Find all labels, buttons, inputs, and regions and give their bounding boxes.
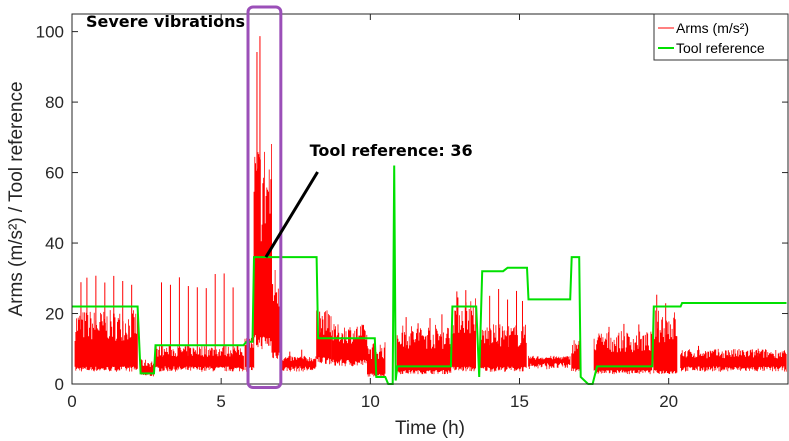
tool-reference-annotation: Tool reference: 36 (264, 141, 473, 258)
legend: Arms (m/s²) Tool reference (653, 13, 789, 61)
arms-segment (480, 288, 527, 372)
annotations: Severe vibrations Tool reference: 36 (86, 5, 473, 390)
y-tick-label: 100 (36, 23, 64, 42)
severe-vibrations-label: Severe vibrations (86, 12, 245, 31)
y-axis-label: Arms (m/s²) / Tool reference (6, 81, 27, 316)
x-axis-label: Time (h) (395, 418, 465, 439)
y-tick-label: 60 (45, 164, 64, 183)
arms-segment (396, 314, 452, 375)
arms-segment (528, 355, 571, 370)
legend-label: Tool reference (676, 40, 765, 56)
y-tick-label: 0 (55, 375, 64, 394)
legend-box (653, 13, 789, 61)
x-tick-label: 5 (216, 392, 225, 411)
arms-segment (316, 310, 332, 365)
plot-frame (71, 13, 789, 385)
axes: 0 5 10 15 20 0 20 40 60 80 100 Time (h) Arms (m/s²) … (6, 13, 789, 439)
arms-band (680, 348, 787, 372)
pointer-line (264, 171, 319, 258)
x-tick-label: 15 (510, 392, 529, 411)
x-tick-label: 20 (659, 392, 678, 411)
highlight-box (246, 5, 283, 390)
y-tick-label: 80 (45, 93, 64, 112)
severe-vibrations-annotation: Severe vibrations (86, 5, 283, 390)
arms-band (396, 324, 452, 375)
arms-segment (253, 36, 272, 350)
arms-segment (680, 345, 787, 372)
tool-reference-label: Tool reference: 36 (310, 141, 473, 160)
y-tick-label: 20 (45, 305, 64, 324)
arms-segment (331, 324, 368, 367)
legend-entry: Arms (m/s²) (658, 20, 749, 36)
arms-segment (155, 273, 244, 372)
legend-label: Arms (m/s²) (676, 20, 749, 36)
arms-segment (452, 290, 476, 372)
x-tick-label: 0 (67, 392, 76, 411)
arms-segment (593, 323, 653, 375)
y-tick-label: 40 (45, 234, 64, 253)
legend-entry: Tool reference (658, 40, 765, 56)
arms-band (281, 355, 317, 372)
x-tick-label: 10 (361, 392, 380, 411)
arms-band (528, 355, 571, 370)
arms-band (331, 324, 368, 367)
arms-segment (74, 275, 138, 372)
